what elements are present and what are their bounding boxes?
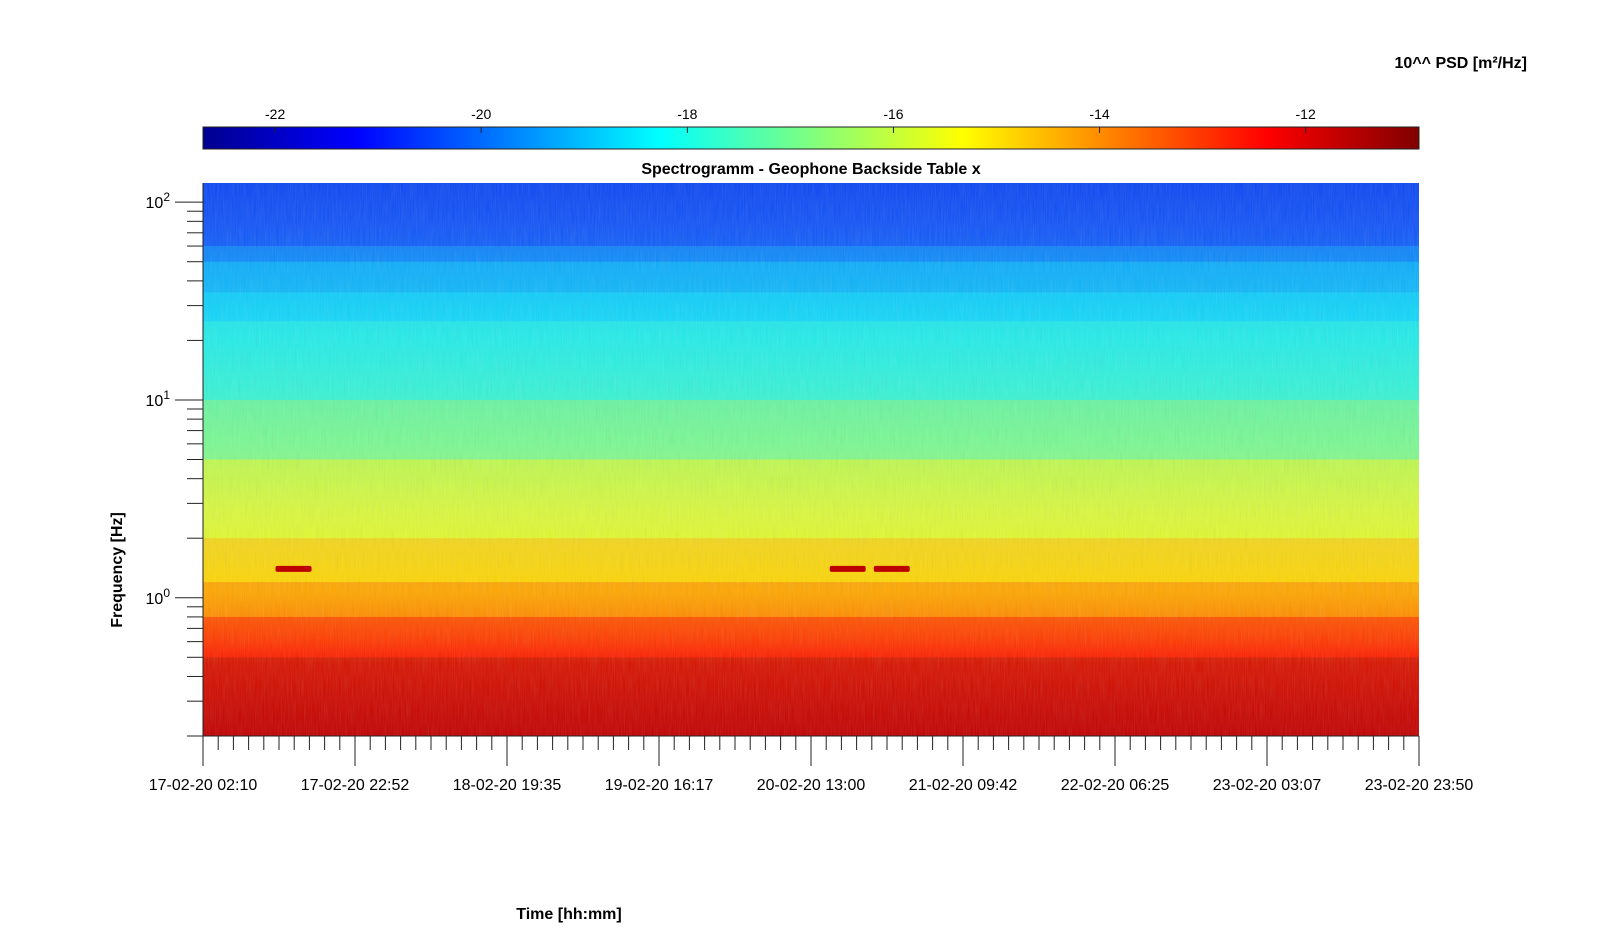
x-tick-label: 19-02-20 16:17 [605,777,714,794]
colorbar-label: 10^^ PSD [m²/Hz] [1395,55,1527,72]
colorbar-tick-label: -22 [265,106,285,122]
x-tick-label: 21-02-20 09:42 [909,777,1018,794]
colorbar-ticks: -22 -20 -18 -16 -14 -12 [265,106,1316,133]
colorbar-tick-label: -12 [1296,106,1316,122]
x-tick-label: 18-02-20 19:35 [453,777,562,794]
spectrogram-events [275,565,910,572]
x-tick-label: 23-02-20 23:50 [1365,777,1474,794]
spectrogram-event [873,565,910,572]
chart-title: Spectrogramm - Geophone Backside Table x [641,161,980,178]
colorbar-tick-label: -18 [677,106,697,122]
x-axis: 17-02-20 02:10 17-02-20 22:52 18-02-20 19:… [149,735,1474,794]
y-tick-label: 101 [146,388,171,410]
x-tick-label: 17-02-20 02:10 [149,777,258,794]
colorbar: -22 -20 -18 -16 -14 -12 [202,106,1420,150]
colorbar-tick-label: -20 [471,106,491,122]
spectrogram-event [275,565,312,572]
y-axis: 100 101 102 [146,183,204,737]
spectrogram-event [829,565,866,572]
y-tick-label: 102 [146,190,171,212]
colorbar-tick-label: -14 [1089,106,1109,122]
x-axis-label: Time [hh:mm] [516,906,621,923]
y-tick-label: 100 [146,586,171,608]
x-tick-label: 20-02-20 13:00 [757,777,866,794]
x-tick-label: 17-02-20 22:52 [301,777,410,794]
plot-area [203,183,1419,736]
colorbar-gradient [202,126,1420,150]
x-tick-label: 23-02-20 03:07 [1213,777,1322,794]
x-tick-label: 22-02-20 06:25 [1061,777,1170,794]
colorbar-tick-label: -16 [883,106,903,122]
y-axis-label: Frequency [Hz] [109,512,126,628]
spectrogram-texture [203,183,1419,736]
